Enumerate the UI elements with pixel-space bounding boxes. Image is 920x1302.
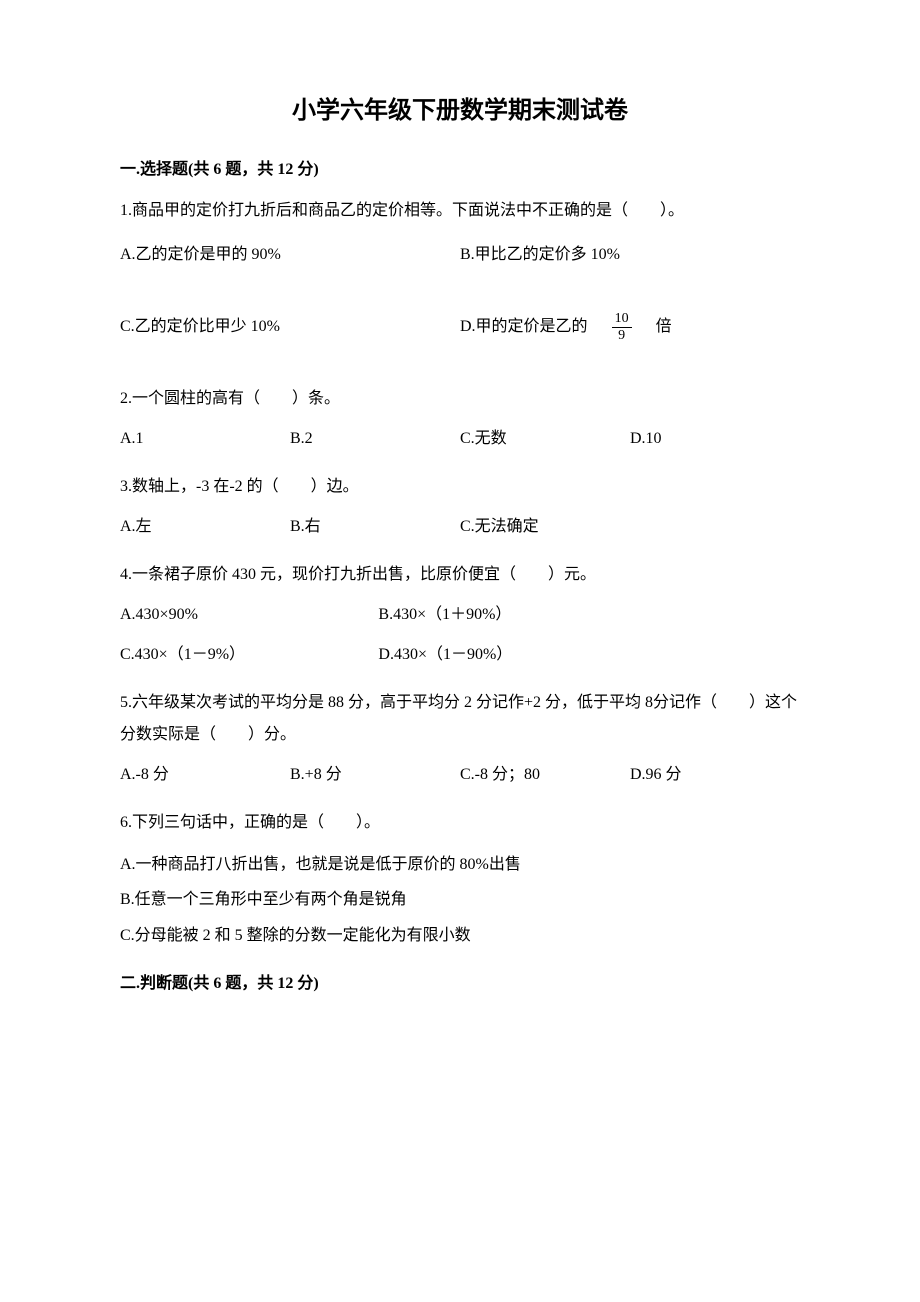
q5-option-b: B.+8 分 bbox=[290, 759, 460, 791]
q5-text: 5.六年级某次考试的平均分是 88 分，高于平均分 2 分记作+2 分，低于平均… bbox=[120, 687, 800, 751]
section2-header: 二.判断题(共 6 题，共 12 分) bbox=[120, 969, 800, 993]
q5-option-d: D.96 分 bbox=[630, 759, 800, 791]
q3-option-a: A.左 bbox=[120, 511, 290, 543]
question-2: 2.一个圆柱的高有（ ）条。 A.1 B.2 C.无数 D.10 bbox=[120, 383, 800, 455]
q2-option-d: D.10 bbox=[630, 423, 800, 455]
q1-text: 1.商品甲的定价打九折后和商品乙的定价相等。下面说法中不正确的是（ ）。 bbox=[120, 195, 800, 227]
q1-optd-prefix: D.甲的定价是乙的 bbox=[460, 318, 604, 335]
question-6: 6.下列三句话中，正确的是（ ）。 A.一种商品打八折出售，也就是说是低于原价的… bbox=[120, 807, 800, 953]
q1-optd-suffix: 倍 bbox=[640, 318, 672, 335]
q3-option-c: C.无法确定 bbox=[460, 511, 630, 543]
q5-option-a: A.-8 分 bbox=[120, 759, 290, 791]
q6-option-b: B.任意一个三角形中至少有两个角是锐角 bbox=[120, 882, 800, 917]
question-4: 4.一条裙子原价 430 元，现价打九折出售，比原价便宜（ ）元。 A.430×… bbox=[120, 559, 800, 671]
q1-option-c: C.乙的定价比甲少 10% bbox=[120, 311, 460, 343]
q3-option-b: B.右 bbox=[290, 511, 460, 543]
q6-option-c: C.分母能被 2 和 5 整除的分数一定能化为有限小数 bbox=[120, 918, 800, 953]
q1-option-d: D.甲的定价是乙的 10 9 倍 bbox=[460, 311, 800, 343]
question-3: 3.数轴上，-3 在-2 的（ ）边。 A.左 B.右 C.无法确定 bbox=[120, 471, 800, 543]
q6-option-a: A.一种商品打八折出售，也就是说是低于原价的 80%出售 bbox=[120, 847, 800, 882]
question-1: 1.商品甲的定价打九折后和商品乙的定价相等。下面说法中不正确的是（ ）。 A.乙… bbox=[120, 195, 800, 343]
q1-option-a: A.乙的定价是甲的 90% bbox=[120, 239, 460, 271]
q6-text: 6.下列三句话中，正确的是（ ）。 bbox=[120, 807, 800, 839]
q4-option-c: C.430×（1－9%） bbox=[120, 639, 378, 671]
fraction-denominator: 9 bbox=[612, 328, 632, 343]
q4-option-b: B.430×（1＋90%） bbox=[378, 599, 800, 631]
q4-text: 4.一条裙子原价 430 元，现价打九折出售，比原价便宜（ ）元。 bbox=[120, 559, 800, 591]
fraction-10-9: 10 9 bbox=[612, 311, 632, 343]
q4-option-d: D.430×（1－90%） bbox=[378, 639, 800, 671]
q5-option-c: C.-8 分；80 bbox=[460, 759, 630, 791]
fraction-numerator: 10 bbox=[612, 311, 632, 327]
question-5: 5.六年级某次考试的平均分是 88 分，高于平均分 2 分记作+2 分，低于平均… bbox=[120, 687, 800, 791]
q1-option-b: B.甲比乙的定价多 10% bbox=[460, 239, 800, 271]
exam-title: 小学六年级下册数学期末测试卷 bbox=[120, 90, 800, 125]
q2-option-c: C.无数 bbox=[460, 423, 630, 455]
q2-option-b: B.2 bbox=[290, 423, 460, 455]
q2-text: 2.一个圆柱的高有（ ）条。 bbox=[120, 383, 800, 415]
section1-header: 一.选择题(共 6 题，共 12 分) bbox=[120, 155, 800, 179]
q2-option-a: A.1 bbox=[120, 423, 290, 455]
q4-option-a: A.430×90% bbox=[120, 599, 378, 631]
q3-text: 3.数轴上，-3 在-2 的（ ）边。 bbox=[120, 471, 800, 503]
